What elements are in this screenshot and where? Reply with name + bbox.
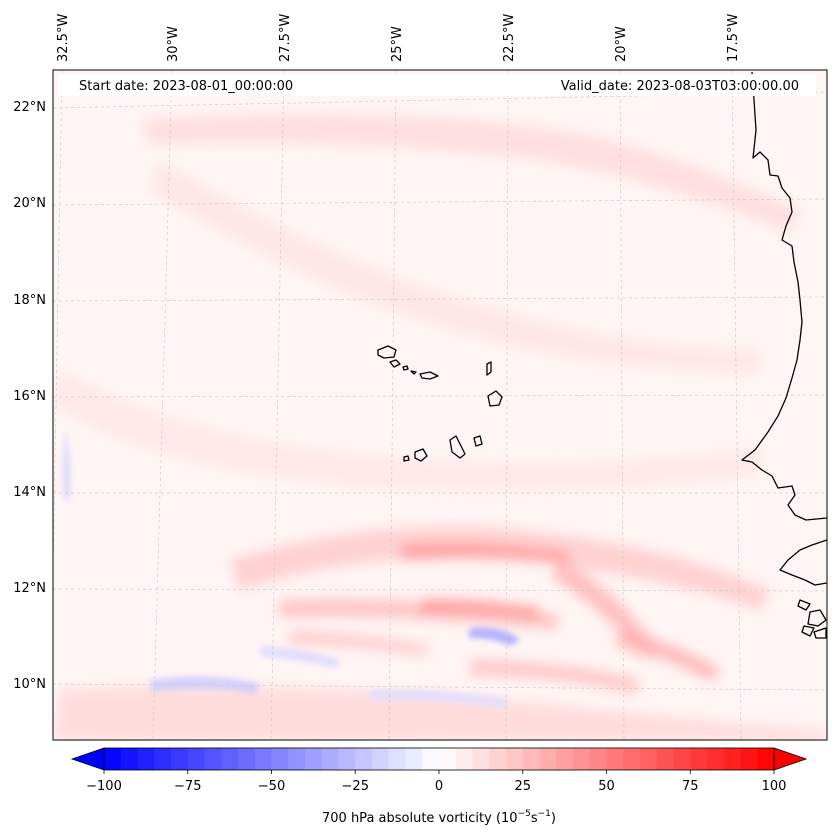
- colorbar-segment: [556, 748, 574, 770]
- colorbar-segment: [305, 748, 323, 770]
- longitude-labels: 32.5°W 30°W 27.5°W 25°W 22.5°W 20°W 17.5…: [56, 14, 741, 62]
- island-santa-luzia: [402, 365, 409, 371]
- colorbar-tick-label: 50: [598, 779, 615, 794]
- lat-label-20n: 20°N: [13, 196, 46, 211]
- guinea-bissau-coast: [779, 539, 827, 586]
- latitude-labels: 22°N 20°N 18°N 16°N 14°N 12°N 10°N: [13, 100, 46, 692]
- lat-label-22n: 22°N: [13, 100, 46, 115]
- colorbar-title: 700 hPa absolute vorticity (10−5s−1): [322, 809, 556, 826]
- colorbar-segment: [522, 748, 540, 770]
- colorbar-segment: [338, 748, 356, 770]
- colorbar-extend-max: [773, 747, 808, 771]
- coastlines: [377, 71, 827, 639]
- colorbar-segments: [104, 748, 775, 770]
- guinea-islands: [797, 599, 827, 639]
- colorbar-tick-label: −100: [86, 779, 122, 794]
- island-santo-antao: [377, 345, 397, 359]
- lon-label-20w: 20°W: [614, 26, 629, 62]
- colorbar-segment: [388, 748, 406, 770]
- colorbar-segment: [288, 748, 306, 770]
- colorbar-segment: [455, 748, 473, 770]
- colorbar-extend-min: [70, 747, 105, 771]
- vorticity-negative-patches: [62, 430, 520, 708]
- colorbar-segment: [506, 748, 524, 770]
- colorbar-tick-label: 25: [514, 779, 531, 794]
- colorbar-tick-label: 0: [435, 779, 443, 794]
- colorbar-segment: [254, 748, 272, 770]
- colorbar-segment: [673, 748, 691, 770]
- island-maio: [473, 435, 483, 447]
- colorbar-segment: [606, 748, 624, 770]
- colorbar-segment: [221, 748, 239, 770]
- colorbar-segment: [656, 748, 674, 770]
- colorbar-tick-label: −50: [258, 779, 285, 794]
- colorbar: −100 −75 −50 −25 0 25 50 75 100 700 hPa absolute…: [70, 747, 808, 826]
- lon-label-17-5w: 17.5°W: [726, 14, 741, 62]
- colorbar-segment: [573, 748, 591, 770]
- colorbar-segment: [204, 748, 222, 770]
- vorticity-positive-bands: [53, 113, 827, 740]
- colorbar-segment: [372, 748, 390, 770]
- colorbar-segment: [405, 748, 423, 770]
- colorbar-segment: [489, 748, 507, 770]
- colorbar-segment: [137, 748, 155, 770]
- lon-label-27-5w: 27.5°W: [278, 14, 293, 62]
- colorbar-segment: [472, 748, 490, 770]
- colorbar-segment: [271, 748, 289, 770]
- colorbar-segment: [104, 748, 122, 770]
- island-fogo: [414, 448, 428, 462]
- lat-label-12n: 12°N: [13, 581, 46, 596]
- lon-label-25w: 25°W: [390, 26, 405, 62]
- colorbar-tick-label: −75: [174, 779, 201, 794]
- start-date-label: Start date: 2023-08-01_00:00:00: [79, 79, 293, 94]
- colorbar-segment: [422, 748, 440, 770]
- colorbar-segment: [171, 748, 189, 770]
- island-sao-nicolau: [410, 370, 439, 380]
- colorbar-tick-label: 75: [682, 779, 699, 794]
- colorbar-segment: [723, 748, 741, 770]
- lat-label-14n: 14°N: [13, 485, 46, 500]
- island-brava: [403, 455, 410, 462]
- lat-label-18n: 18°N: [13, 293, 46, 308]
- island-boa-vista: [487, 390, 503, 407]
- colorbar-segment: [539, 748, 557, 770]
- island-sal: [486, 361, 492, 376]
- map-plot-area: [53, 70, 827, 740]
- colorbar-tick-label: 100: [762, 779, 787, 794]
- colorbar-segment: [439, 748, 457, 770]
- colorbar-segment: [589, 748, 607, 770]
- colorbar-tick-label: −25: [342, 779, 369, 794]
- colorbar-ticks: −100 −75 −50 −25 0 25 50 75 100: [86, 770, 786, 794]
- map-frame: [52, 69, 828, 741]
- valid-date-label: Valid_date: 2023-08-03T03:00:00.00: [561, 79, 799, 94]
- island-sao-vicente: [389, 359, 401, 368]
- colorbar-segment: [355, 748, 373, 770]
- colorbar-segment: [120, 748, 138, 770]
- lon-label-32-5w: 32.5°W: [56, 14, 71, 62]
- colorbar-segment: [238, 748, 256, 770]
- date-header-box: [58, 74, 816, 96]
- lon-label-30w: 30°W: [166, 26, 181, 62]
- colorbar-segment: [154, 748, 172, 770]
- colorbar-segment: [187, 748, 205, 770]
- island-santiago: [449, 435, 466, 459]
- colorbar-segment: [640, 748, 658, 770]
- lat-label-10n: 10°N: [13, 677, 46, 692]
- colorbar-segment: [623, 748, 641, 770]
- lat-label-16n: 16°N: [13, 389, 46, 404]
- colorbar-segment: [757, 748, 775, 770]
- lon-label-22-5w: 22.5°W: [502, 14, 517, 62]
- colorbar-segment: [740, 748, 758, 770]
- colorbar-segment: [707, 748, 725, 770]
- west-africa-coastline: [741, 71, 827, 521]
- colorbar-segment: [321, 748, 339, 770]
- graticule-gridlines: [53, 70, 827, 740]
- colorbar-segment: [690, 748, 708, 770]
